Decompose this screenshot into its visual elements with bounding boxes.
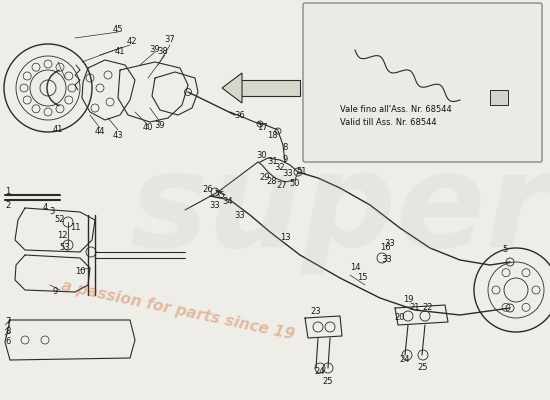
- Text: 33: 33: [382, 256, 392, 264]
- Text: 14: 14: [350, 264, 360, 272]
- Text: 29: 29: [260, 174, 270, 182]
- Text: 41: 41: [53, 126, 63, 134]
- Text: 43: 43: [113, 130, 123, 140]
- Text: 45: 45: [113, 26, 123, 34]
- Text: 32: 32: [274, 164, 285, 172]
- Text: 26: 26: [203, 186, 213, 194]
- Text: 18: 18: [267, 130, 277, 140]
- Text: 11: 11: [70, 224, 80, 232]
- Text: 27: 27: [277, 182, 287, 190]
- FancyBboxPatch shape: [490, 90, 508, 105]
- Text: 12: 12: [57, 230, 67, 240]
- Text: 2: 2: [5, 200, 10, 210]
- Text: 46: 46: [357, 78, 367, 86]
- Text: 30: 30: [257, 150, 267, 160]
- Text: 53: 53: [60, 244, 70, 252]
- Text: 39: 39: [150, 46, 160, 54]
- FancyBboxPatch shape: [303, 3, 542, 162]
- Text: 13: 13: [280, 234, 290, 242]
- Text: 17: 17: [257, 124, 267, 132]
- Text: 8: 8: [282, 144, 288, 152]
- Text: 9: 9: [282, 156, 288, 164]
- Text: 6: 6: [5, 338, 10, 346]
- Text: 9: 9: [52, 288, 58, 296]
- Text: superfars: superfars: [130, 146, 550, 274]
- Text: 24: 24: [315, 368, 325, 376]
- Text: 23: 23: [311, 308, 321, 316]
- Text: 4: 4: [42, 204, 48, 212]
- Text: 38: 38: [158, 48, 168, 56]
- Text: 19: 19: [403, 296, 413, 304]
- Text: 33: 33: [235, 210, 245, 220]
- Text: 5: 5: [502, 246, 508, 254]
- Text: 41: 41: [115, 48, 125, 56]
- Text: 31: 31: [268, 158, 278, 166]
- Text: 37: 37: [164, 36, 175, 44]
- Text: 33: 33: [384, 238, 395, 248]
- Text: 33: 33: [210, 200, 221, 210]
- Text: 51: 51: [297, 168, 307, 176]
- Text: 10: 10: [75, 268, 85, 276]
- Text: 8: 8: [5, 328, 10, 336]
- Text: 24: 24: [400, 356, 410, 364]
- Text: 1: 1: [5, 188, 10, 196]
- Text: 39: 39: [155, 120, 166, 130]
- Text: Vale fino all'Ass. Nr. 68544: Vale fino all'Ass. Nr. 68544: [340, 105, 452, 114]
- Text: 34: 34: [223, 198, 233, 206]
- Text: 52: 52: [55, 216, 65, 224]
- Text: 42: 42: [126, 38, 138, 46]
- Text: 28: 28: [267, 178, 277, 186]
- Text: 44: 44: [95, 128, 105, 136]
- Text: 36: 36: [235, 110, 245, 120]
- Polygon shape: [222, 73, 242, 103]
- Text: 25: 25: [418, 364, 428, 372]
- Text: 22: 22: [423, 304, 433, 312]
- Text: 40: 40: [143, 124, 153, 132]
- Text: 15: 15: [357, 274, 367, 282]
- Text: 3: 3: [50, 208, 54, 216]
- Polygon shape: [240, 80, 300, 96]
- Text: a passion for parts since 19: a passion for parts since 19: [60, 278, 296, 342]
- Text: 16: 16: [379, 244, 390, 252]
- Text: 50: 50: [290, 178, 300, 188]
- Text: 20: 20: [395, 314, 405, 322]
- Text: 21: 21: [410, 304, 420, 312]
- Text: 25: 25: [323, 378, 333, 386]
- Text: 33: 33: [283, 168, 293, 178]
- Text: 7: 7: [5, 318, 10, 326]
- Text: 35: 35: [214, 192, 225, 200]
- Text: 47: 47: [343, 46, 353, 54]
- Text: Valid till Ass. Nr. 68544: Valid till Ass. Nr. 68544: [340, 118, 437, 127]
